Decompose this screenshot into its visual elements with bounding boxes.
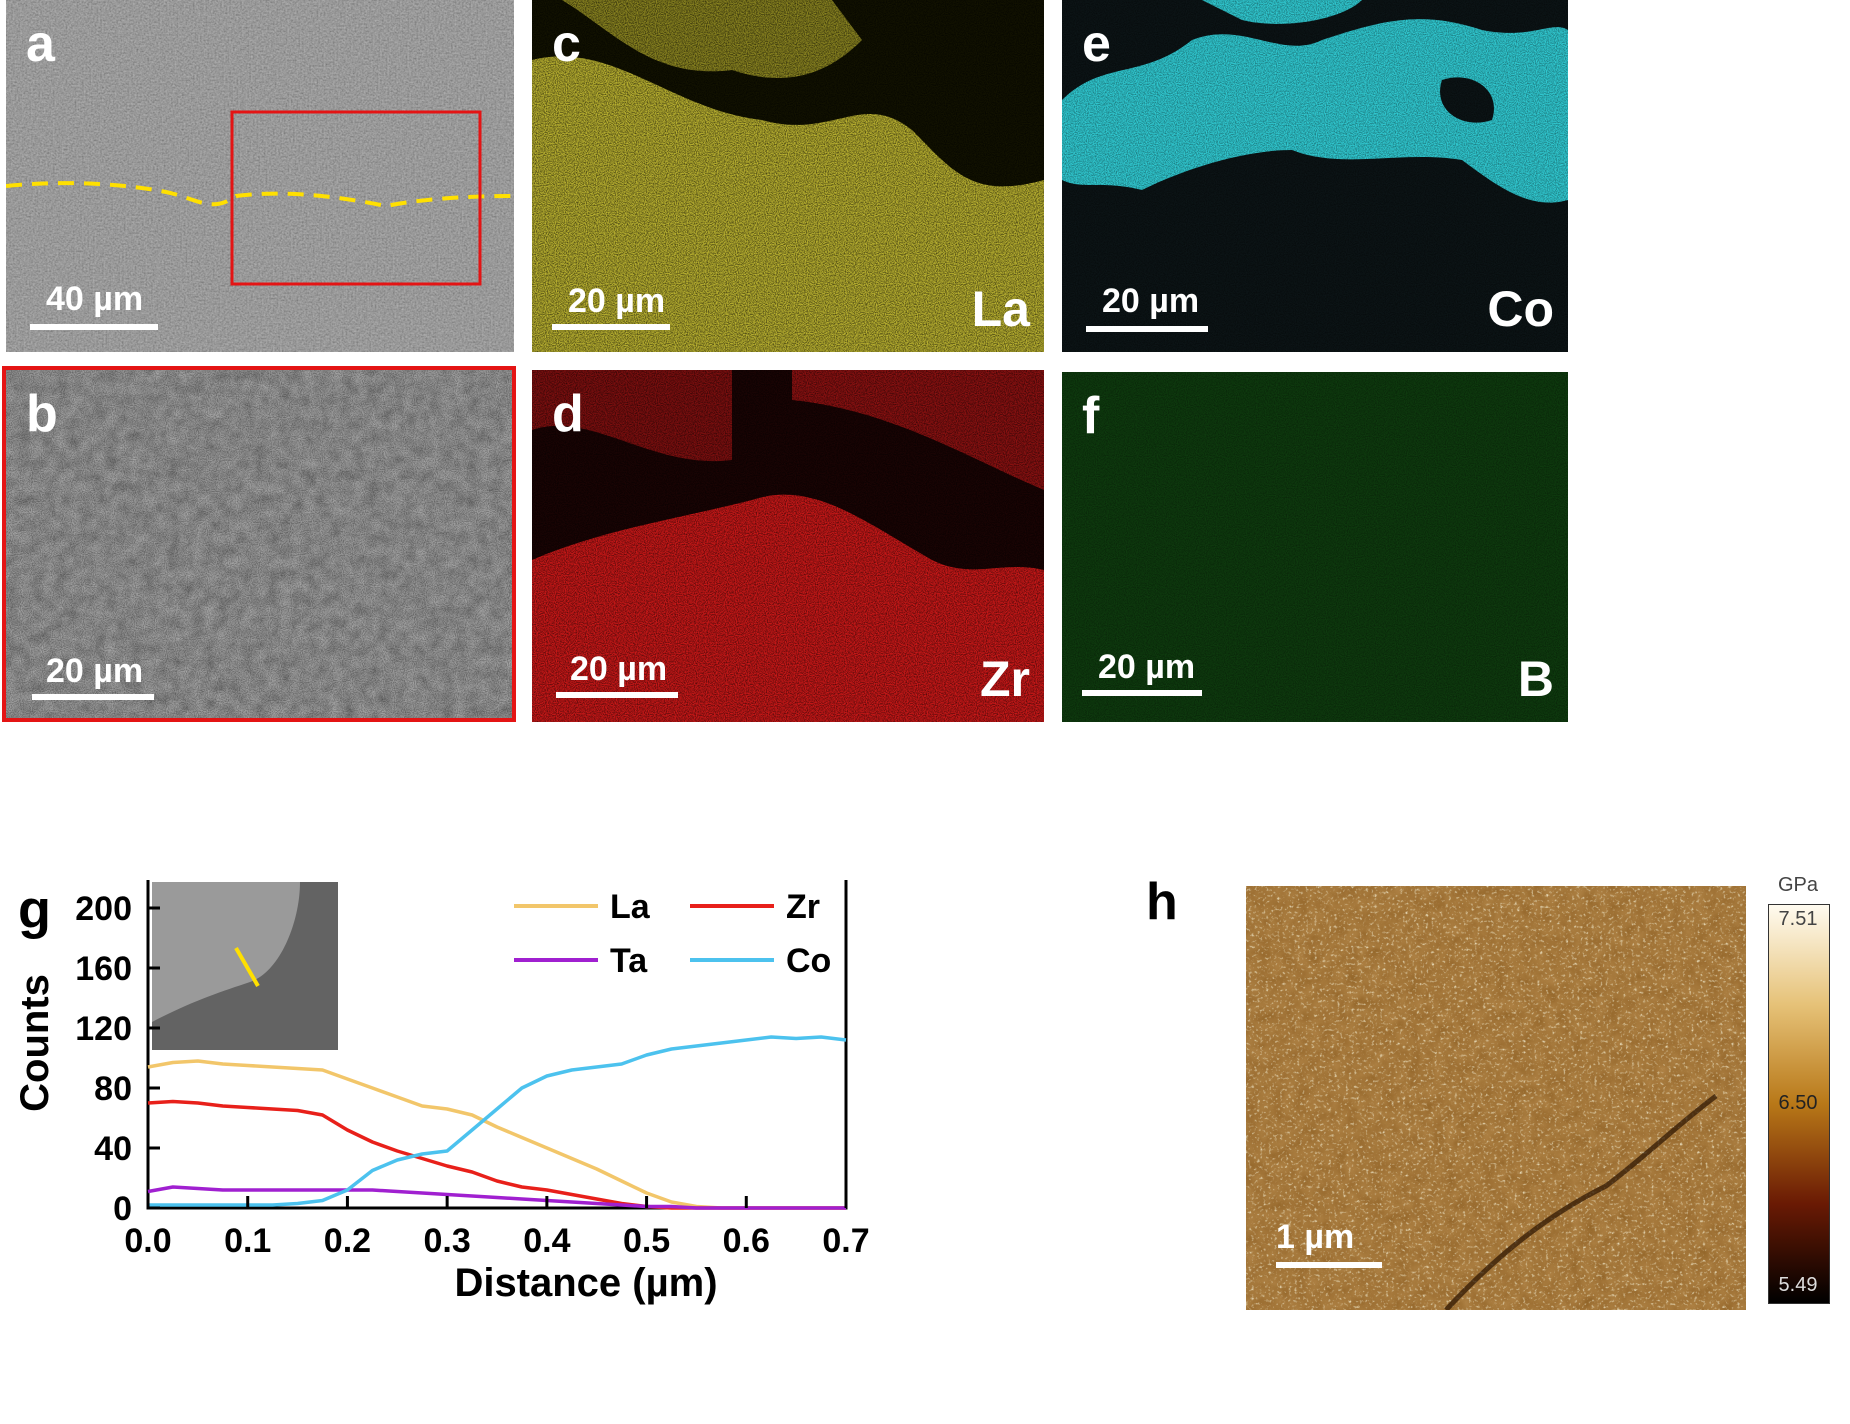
plot-area: 0 40 80 120 160 200 0.0 0.1 0.2 0.3 0.4 0.5 0.6 0.7 L… bbox=[75, 880, 870, 1260]
x-tick-label: 0.2 bbox=[324, 1222, 371, 1260]
element-label-b: B bbox=[1517, 651, 1554, 707]
legend-label-zr: Zr bbox=[786, 888, 820, 926]
y-tick-label: 200 bbox=[75, 890, 132, 928]
panel-label-f: f bbox=[1082, 387, 1100, 445]
element-label-la: La bbox=[971, 281, 1030, 337]
sem-zoom-texture bbox=[6, 370, 512, 718]
x-tick-label: 0.7 bbox=[822, 1222, 869, 1260]
inset-sem-image bbox=[152, 882, 338, 1050]
element-label-co: Co bbox=[1487, 281, 1554, 337]
scalebar-label-d: 20 µm bbox=[570, 650, 668, 688]
scalebar-h bbox=[1276, 1262, 1382, 1268]
scalebar-label-f: 20 µm bbox=[1098, 648, 1196, 686]
panel-b-sem-image: b 20 µm bbox=[2, 366, 516, 722]
scalebar-label-c: 20 µm bbox=[568, 282, 666, 320]
panel-label-e: e bbox=[1082, 15, 1111, 73]
legend-label-la: La bbox=[610, 888, 651, 926]
element-label-zr: Zr bbox=[980, 651, 1030, 707]
x-tick-label: 0.6 bbox=[723, 1222, 770, 1260]
panel-label-d: d bbox=[552, 385, 584, 443]
panel-d-zr-map: d 20 µm Zr bbox=[532, 370, 1044, 722]
scalebar-b bbox=[32, 694, 154, 700]
legend-label-co: Co bbox=[786, 942, 831, 980]
modulus-texture bbox=[1246, 886, 1746, 1310]
legend: La Zr Ta Co bbox=[514, 888, 831, 980]
panel-label-h: h bbox=[1146, 873, 1178, 931]
x-tick-label: 0.0 bbox=[124, 1222, 171, 1260]
series-line-co bbox=[148, 1035, 847, 1207]
scalebar-label-e: 20 µm bbox=[1102, 282, 1200, 320]
la-map-texture bbox=[532, 0, 1044, 352]
panel-a-sem-image: a 40 µm bbox=[6, 0, 514, 352]
scalebar-d bbox=[556, 692, 678, 698]
scalebar-label-a: 40 µm bbox=[46, 280, 144, 318]
co-map-texture bbox=[1062, 0, 1568, 352]
colorbar-max: 7.51 bbox=[1778, 908, 1818, 930]
y-tick-label: 40 bbox=[94, 1130, 132, 1168]
panel-f-b-map: f 20 µm B bbox=[1062, 372, 1568, 722]
series-line-ta bbox=[147, 1185, 846, 1210]
colorbar-mid: 6.50 bbox=[1778, 1092, 1818, 1114]
legend-label-ta: Ta bbox=[610, 942, 648, 980]
b-map-texture bbox=[1062, 372, 1568, 722]
scalebar-a bbox=[30, 324, 158, 330]
scalebar-label-b: 20 µm bbox=[46, 652, 144, 690]
panel-label-g: g bbox=[18, 880, 51, 940]
sem-texture bbox=[6, 0, 514, 352]
line-profile-chart: g 0 40 80 120 160 200 0.0 0.1 0.2 0.3 0.4 0.5 0.6 0.7… bbox=[13, 880, 870, 1305]
inset-dark-region bbox=[152, 882, 338, 1050]
x-tick-label: 0.3 bbox=[424, 1222, 471, 1260]
zr-map-texture bbox=[532, 370, 1044, 722]
y-axis-label: Counts bbox=[13, 974, 57, 1112]
colorbar bbox=[1768, 904, 1830, 1304]
scalebar-e bbox=[1086, 326, 1208, 332]
panel-c-la-map: c 20 µm La bbox=[532, 0, 1044, 352]
y-tick-label: 120 bbox=[75, 1010, 132, 1048]
y-tick-label: 160 bbox=[75, 950, 132, 988]
panel-label-a: a bbox=[26, 15, 55, 73]
panel-label-b: b bbox=[26, 385, 58, 443]
y-tick-label: 0 bbox=[113, 1190, 132, 1228]
colorbar-unit: GPa bbox=[1777, 874, 1819, 896]
series-layer bbox=[147, 1035, 847, 1210]
panel-h-modulus-map: h 1 µm GPa 7.51 6.50 5.49 bbox=[1146, 874, 1850, 1424]
inset-scan-arrow bbox=[234, 946, 260, 988]
zoom-region-box bbox=[230, 110, 482, 286]
scalebar-c bbox=[552, 324, 670, 330]
scalebar-label-h: 1 µm bbox=[1276, 1218, 1355, 1256]
x-tick-label: 0.1 bbox=[224, 1222, 271, 1260]
modulus-map-image: 1 µm bbox=[1246, 886, 1746, 1310]
ticks-layer: 0 40 80 120 160 200 0.0 0.1 0.2 0.3 0.4 0.5 0.6 0.7 bbox=[75, 890, 869, 1260]
x-tick-label: 0.5 bbox=[623, 1222, 670, 1260]
scalebar-f bbox=[1082, 690, 1202, 696]
interface-dashed-line bbox=[6, 181, 514, 209]
y-tick-label: 80 bbox=[94, 1070, 132, 1108]
x-axis-label: Distance (µm) bbox=[454, 1261, 717, 1305]
colorbar-min: 5.49 bbox=[1778, 1274, 1818, 1296]
panel-label-c: c bbox=[552, 15, 581, 73]
panel-e-co-map: e 20 µm Co bbox=[1062, 0, 1568, 352]
x-tick-label: 0.4 bbox=[523, 1222, 570, 1260]
